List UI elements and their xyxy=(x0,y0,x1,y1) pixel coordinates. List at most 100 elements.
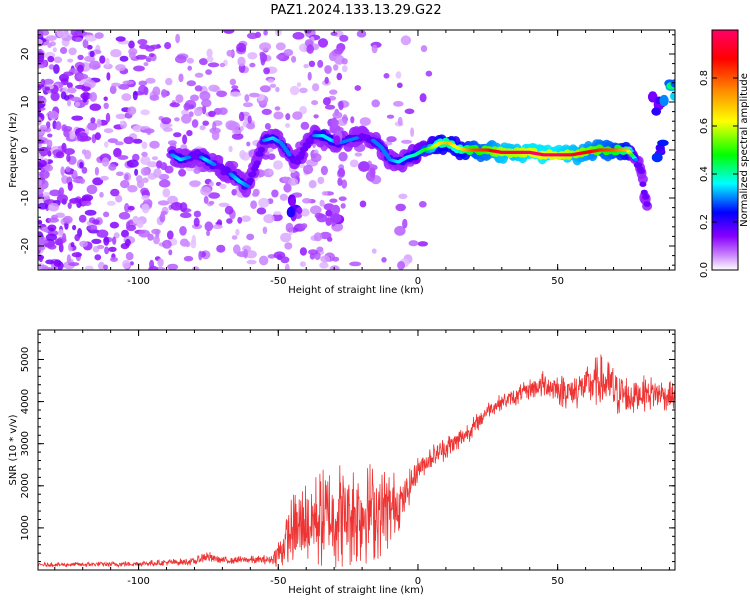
snr-x-tick-label: 50 xyxy=(551,576,564,587)
spectrogram-noise-speckle xyxy=(135,54,148,60)
colorbar-tick-label: 0.6 xyxy=(699,118,710,134)
spectrogram-noise-speckle xyxy=(349,159,359,168)
spectrogram-blob xyxy=(670,91,675,101)
spectrogram-noise-speckle xyxy=(259,42,272,51)
colorbar-tick-label: 0.0 xyxy=(699,262,710,278)
spectrogram-noise-speckle xyxy=(226,49,234,57)
spectrogram-x-axis-label: Height of straight line (km) xyxy=(288,285,424,296)
spectrogram-noise-speckle xyxy=(209,181,214,187)
spectrogram-ridge-body xyxy=(304,143,312,149)
spectrogram-noise-speckle xyxy=(268,168,273,176)
spectrogram-noise-speckle xyxy=(395,203,407,212)
spectrogram-noise-speckle xyxy=(225,120,237,131)
spectrogram-noise-speckle xyxy=(138,80,148,86)
spectrogram-noise-speckle xyxy=(307,71,312,81)
snr-frame xyxy=(37,329,676,571)
spectrogram-noise-speckle xyxy=(284,242,293,250)
spectrogram-noise-speckle xyxy=(175,33,181,44)
spectrogram-noise-speckle xyxy=(425,70,433,77)
snr-y-tick-label: 5000 xyxy=(20,347,31,372)
spectrogram-noise-speckle xyxy=(103,128,114,134)
spectrogram-noise-speckle xyxy=(55,121,62,131)
spectrogram-ridge-body xyxy=(246,177,254,184)
spectrogram-x-tick-label: 50 xyxy=(551,276,564,287)
spectrogram-noise-speckle xyxy=(231,189,237,196)
spectrogram-noise-speckle xyxy=(70,30,83,37)
spectrogram-noise-speckle xyxy=(72,170,78,178)
spectrogram-noise-speckle xyxy=(58,243,64,253)
spectrogram-noise-speckle xyxy=(303,64,309,69)
spectrogram-noise-speckle xyxy=(127,205,135,211)
spectrogram-noise-speckle xyxy=(157,258,164,267)
spectrogram-noise-speckle xyxy=(68,262,80,267)
spectrogram-noise-speckle xyxy=(393,100,404,107)
spectrogram-noise-speckle xyxy=(208,84,220,92)
spectrogram-noise-speckle xyxy=(75,37,83,42)
spectrogram-noise-speckle xyxy=(151,228,161,235)
spectrogram-noise-speckle xyxy=(53,259,62,267)
spectrogram-noise-speckle xyxy=(69,197,82,204)
spectrogram-noise-speckle xyxy=(263,214,275,224)
spectrogram-noise-speckle xyxy=(74,234,80,242)
spectrogram-noise-speckle xyxy=(402,218,408,229)
spectrogram-noise-speckle xyxy=(186,130,193,137)
spectrogram-noise-speckle xyxy=(192,266,200,270)
spectrogram-noise-speckle xyxy=(47,55,55,63)
spectrogram-noise-speckle xyxy=(72,178,81,183)
snr-series-line xyxy=(38,354,675,569)
spectrogram-noise-speckle xyxy=(383,73,390,79)
spectrogram-noise-speckle xyxy=(153,235,160,245)
spectrogram-noise-speckle xyxy=(47,244,57,250)
spectrogram-noise-speckle xyxy=(226,218,233,224)
spectrogram-noise-speckle xyxy=(329,198,338,203)
spectrogram-noise-speckle xyxy=(148,265,159,270)
spectrogram-ridge-body xyxy=(642,194,650,200)
spectrogram-noise-speckle xyxy=(103,236,110,246)
spectrogram-noise-speckle xyxy=(156,160,163,169)
spectrogram-noise-speckle xyxy=(85,265,94,270)
spectrogram-noise-speckle xyxy=(48,64,55,70)
spectrogram-noise-speckle xyxy=(208,192,221,199)
spectrogram-noise-speckle xyxy=(91,238,102,244)
spectrogram-noise-speckle xyxy=(127,185,138,193)
spectrogram-noise-speckle xyxy=(218,107,228,115)
spectrogram-noise-speckle xyxy=(300,121,310,130)
colorbar: 0.0 0.2 0.4 0.6 0.8 Normalized spectral ampl… xyxy=(699,29,750,278)
spectrogram-noise-speckle xyxy=(38,38,43,46)
spectrogram-noise-speckle xyxy=(86,44,93,50)
spectrogram-noise-speckle xyxy=(163,127,173,132)
spectrogram-noise-speckle xyxy=(420,45,428,53)
spectrogram-noise-speckle xyxy=(47,150,52,157)
spectrogram-y-tick-label: 10 xyxy=(20,96,31,109)
spectrogram-noise-speckle xyxy=(118,212,131,220)
spectrogram-noise-speckle xyxy=(300,208,310,217)
spectrogram-ridge-body xyxy=(639,181,647,187)
spectrogram-noise-speckle xyxy=(74,101,81,107)
colorbar-tick-label: 0.8 xyxy=(699,70,710,86)
spectrogram-noise-speckle xyxy=(259,255,269,266)
spectrogram-noise-speckle xyxy=(125,252,134,261)
spectrogram-noise-speckle xyxy=(178,169,187,177)
spectrogram-noise-speckle xyxy=(330,31,338,36)
spectrogram-noise-speckle xyxy=(178,73,184,83)
spectrogram-noise-speckle xyxy=(158,173,170,181)
spectrogram-noise-speckle xyxy=(338,100,344,111)
spectrogram-blob xyxy=(358,161,370,172)
spectrogram-noise-speckle xyxy=(90,117,96,124)
spectrogram-noise-speckle xyxy=(148,53,155,58)
spectrogram-noise-speckle xyxy=(141,151,148,157)
spectrogram-noise-speckle xyxy=(174,117,180,122)
spectrogram-noise-speckle xyxy=(228,145,233,153)
spectrogram-noise-speckle xyxy=(38,84,45,88)
spectrogram-noise-speckle xyxy=(38,245,46,251)
spectrogram-noise-speckle xyxy=(263,67,270,75)
spectrogram-noise-speckle xyxy=(189,180,201,188)
spectrogram-noise-speckle xyxy=(296,82,302,87)
spectrogram-noise-speckle xyxy=(231,133,244,140)
spectrogram-noise-speckle xyxy=(60,166,65,177)
spectrogram-noise-speckle xyxy=(81,166,88,174)
spectrogram-noise-speckle xyxy=(332,111,343,119)
spectrogram-noise-speckle xyxy=(212,224,223,229)
spectrogram-noise-speckle xyxy=(354,85,362,91)
